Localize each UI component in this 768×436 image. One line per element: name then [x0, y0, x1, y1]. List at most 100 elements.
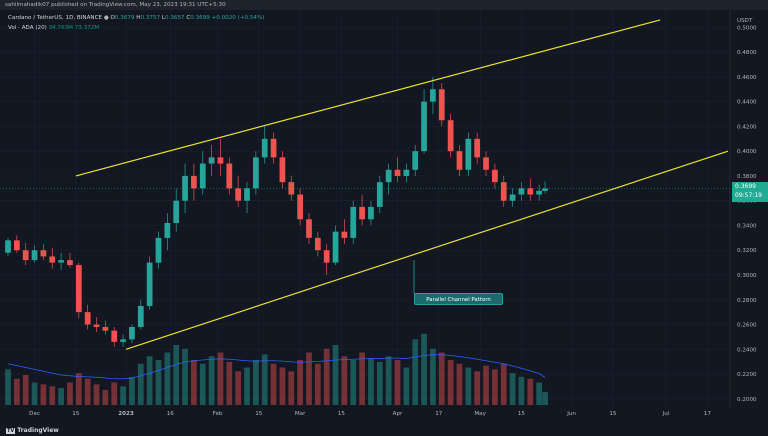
volume-bar [173, 345, 180, 405]
candle-body [75, 265, 82, 313]
volume-bar [527, 378, 534, 405]
candle-body [217, 157, 224, 164]
price-tick-label: 0.3400 [737, 223, 757, 229]
candle-body [226, 163, 233, 189]
volume-bar [75, 373, 82, 405]
price-tick-label: 0.4000 [737, 149, 757, 155]
volume-bar [5, 369, 11, 405]
candle-body [403, 169, 410, 176]
symbol-name: Cardano / TetherUS, 1D, BINANCE [8, 15, 103, 21]
volume-bar [509, 373, 516, 405]
volume-bar [244, 367, 250, 405]
volume-bar [438, 352, 445, 405]
price-tick-label: 0.4200 [737, 124, 757, 130]
high-value: 0.3757 [140, 15, 161, 21]
time-tick-label: Jun [566, 411, 576, 417]
price-tick-label: 0.3000 [737, 273, 757, 279]
open-value: 0.3679 [114, 15, 135, 21]
candle-body [447, 120, 454, 152]
volume-bar [412, 339, 419, 405]
tradingview-logo[interactable]: TV TradingView [6, 427, 59, 434]
low-value: 0.3657 [164, 15, 185, 21]
volume-bar [253, 360, 259, 405]
candle-body [350, 206, 357, 238]
time-tick-label: May [474, 411, 486, 417]
time-tick-label: 15 [255, 411, 263, 417]
volume-bar [111, 382, 118, 405]
candle-body [102, 327, 109, 331]
volume-bar [306, 352, 312, 405]
volume-bar [208, 356, 215, 405]
change-value: +0.0020 (+0.54%) [211, 15, 265, 21]
volume-bar [93, 384, 100, 405]
candle-body [412, 151, 419, 170]
volume-bar [279, 367, 286, 405]
volume-bar [368, 358, 374, 405]
time-tick-label: 15 [72, 411, 80, 417]
volume-bar [297, 360, 303, 405]
candle-body [40, 250, 47, 257]
volume-bar [40, 384, 47, 405]
candle-body [58, 260, 64, 263]
annotation-callout[interactable]: Parallel Channel Pattern [414, 293, 503, 305]
candle-body [359, 206, 365, 220]
bar-countdown: 09:57:19 [735, 192, 762, 200]
candle-body [341, 231, 348, 238]
time-tick-label: Apr [393, 411, 403, 417]
candle-body [297, 194, 303, 220]
candle-body [93, 324, 100, 327]
time-tick-label: Feb [213, 411, 223, 417]
volume-bar [492, 369, 498, 405]
candle-body [199, 163, 206, 189]
candles [5, 76, 548, 347]
candle-body [385, 169, 392, 183]
time-tick-label: 15 [518, 411, 526, 417]
volume-bar [13, 378, 20, 405]
candle-body [22, 250, 29, 261]
time-tick-label: Mar [295, 411, 306, 417]
volume-bar [84, 378, 91, 405]
price-tick-label: 0.2000 [737, 397, 757, 403]
candle-body [368, 206, 374, 220]
volume-bar [359, 352, 365, 405]
candle-body [235, 188, 242, 201]
candle-body [483, 157, 489, 170]
candle-body [500, 182, 507, 201]
volume-bar [182, 348, 188, 405]
volume-bar [261, 354, 268, 405]
candle-body [146, 262, 153, 306]
candle-body [129, 327, 135, 340]
current-price-label: 0.3699 09:57:19 [732, 182, 768, 203]
volume-bar [164, 352, 171, 405]
volume-bar [447, 360, 454, 405]
volume-bar [120, 386, 126, 405]
footer: TV TradingView [0, 426, 768, 436]
volume-bar [500, 363, 507, 405]
candle-body [5, 240, 11, 253]
time-tick-label: 17 [704, 411, 712, 417]
volume-bar [155, 360, 162, 405]
price-tick-label: 0.4600 [737, 75, 757, 81]
volume-bar [376, 361, 383, 405]
volume-bar [474, 371, 481, 405]
candle-body [438, 89, 445, 121]
time-tick-label: 16 [167, 411, 175, 417]
volume-bar [456, 363, 463, 405]
candle-body [164, 223, 171, 238]
candle-body [182, 175, 188, 201]
volume-label: Vol · ADA (20) [8, 25, 47, 31]
volume-bars [5, 333, 548, 405]
volume-bar [483, 365, 489, 405]
channel-upper-line [75, 19, 661, 177]
symbol-legend: Cardano / TetherUS, 1D, BINANCE ● O0.367… [8, 15, 265, 21]
time-tick-label: 15 [609, 411, 617, 417]
candle-body [49, 256, 56, 263]
price-tick-label: 0.3200 [737, 248, 757, 254]
candle-body [270, 138, 277, 158]
candle-body [67, 260, 73, 266]
volume-bar [137, 363, 144, 405]
volume-bar [102, 390, 109, 405]
